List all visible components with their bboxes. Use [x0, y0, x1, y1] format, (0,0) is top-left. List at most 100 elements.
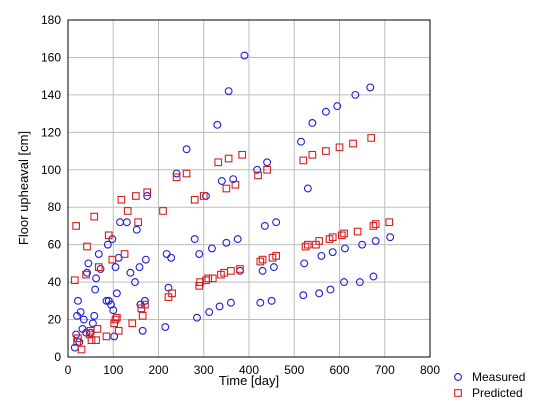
measured-point — [240, 51, 249, 60]
measured-point — [92, 274, 101, 283]
predicted-point — [123, 207, 132, 215]
measured-point — [90, 311, 99, 320]
measured-point — [205, 308, 214, 317]
x-tick-label: 0 — [65, 363, 72, 377]
x-tick-label: 300 — [194, 363, 214, 377]
predicted-point — [340, 229, 348, 238]
tick-labels: 0 100 200 300 400 500 600 700 800 0 20 40 60 80 100 120… — [41, 13, 440, 377]
measured-point — [315, 289, 324, 298]
predicted-point — [113, 313, 121, 322]
measured-point — [386, 233, 395, 242]
x-axis-label: Time [day] — [219, 373, 279, 388]
y-tick-label: 100 — [41, 163, 61, 177]
measured-point — [303, 184, 312, 193]
measured-point — [233, 235, 242, 244]
measured-point — [256, 298, 265, 307]
measured-point — [195, 250, 204, 258]
measured-point — [190, 235, 199, 244]
predicted-point — [337, 231, 346, 240]
measured-point — [340, 278, 348, 287]
predicted-point — [90, 212, 99, 221]
measured-point — [167, 253, 176, 262]
measured-point — [138, 326, 147, 335]
predicted-point — [227, 267, 235, 275]
predicted-point — [254, 171, 262, 180]
series-measured — [70, 51, 395, 352]
measured-point — [162, 250, 171, 258]
legend-marker-predicted — [454, 389, 462, 397]
measured-point — [326, 285, 335, 294]
predicted-point — [74, 334, 82, 343]
predicted-point — [299, 156, 308, 165]
measured-point — [213, 120, 222, 129]
measured-point — [333, 102, 342, 111]
measured-point — [351, 90, 360, 99]
measured-point — [217, 177, 226, 185]
measured-point — [258, 266, 267, 275]
predicted-point — [208, 274, 217, 283]
x-tick-label: 100 — [103, 363, 123, 377]
measured-point — [355, 278, 364, 287]
measured-point — [222, 238, 231, 247]
legend-item-measured: Measured — [454, 370, 525, 384]
legend-item-predicted: Predicted — [454, 386, 523, 400]
predicted-point — [108, 255, 117, 264]
measured-point — [272, 218, 281, 227]
measured-point — [135, 263, 144, 272]
measured-point — [91, 285, 100, 294]
predicted-point — [82, 270, 90, 279]
predicted-point — [303, 240, 312, 249]
predicted-point — [138, 311, 147, 320]
measured-point — [132, 225, 141, 234]
predicted-point — [258, 255, 267, 264]
predicted-point — [256, 257, 265, 266]
predicted-point — [141, 300, 149, 309]
measured-point — [207, 244, 216, 253]
predicted-point — [114, 326, 123, 335]
predicted-point — [236, 265, 244, 273]
measured-point — [103, 240, 112, 249]
y-axis-label: Floor upheaval [cm] — [16, 131, 31, 245]
measured-point — [116, 218, 124, 227]
y-tick-label: 40 — [48, 275, 62, 289]
predicted-point — [83, 242, 91, 251]
measured-point — [297, 137, 305, 146]
predicted-point — [93, 325, 102, 333]
measured-point — [161, 323, 170, 331]
predicted-point — [204, 274, 213, 283]
measured-point — [328, 248, 337, 257]
measured-point — [269, 263, 278, 272]
predicted-point — [190, 195, 199, 204]
measured-point — [260, 221, 269, 230]
measured-point — [126, 268, 135, 277]
measured-point — [369, 272, 378, 281]
predicted-point — [128, 319, 137, 328]
measured-point — [300, 259, 309, 268]
predicted-point — [117, 195, 126, 204]
measured-point — [263, 158, 272, 167]
measured-point — [366, 83, 375, 92]
predicted-point — [104, 231, 113, 240]
measured-point — [112, 289, 121, 298]
x-tick-label: 400 — [239, 363, 259, 377]
predicted-point — [238, 150, 247, 159]
measured-point — [215, 302, 224, 311]
x-tick-label: 800 — [420, 363, 440, 377]
y-tick-label: 120 — [41, 125, 61, 139]
measured-point — [94, 250, 103, 258]
y-tick-label: 180 — [41, 13, 61, 27]
measured-point — [236, 266, 244, 275]
predicted-point — [196, 278, 204, 286]
predicted-point — [168, 289, 176, 298]
predicted-point — [224, 154, 233, 163]
y-tick-label: 160 — [41, 50, 61, 64]
legend-label-measured: Measured — [472, 370, 525, 384]
predicted-point — [371, 220, 380, 228]
y-tick-label: 140 — [41, 88, 61, 102]
predicted-point — [199, 192, 208, 200]
predicted-point — [308, 150, 317, 159]
predicted-point — [77, 345, 86, 354]
predicted-point — [72, 222, 80, 230]
predicted-point — [328, 233, 337, 242]
